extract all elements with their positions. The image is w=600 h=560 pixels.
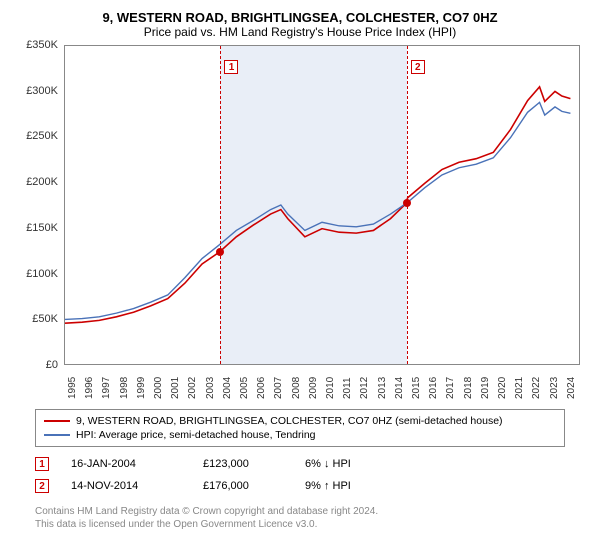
x-tick-label: 2012: [359, 377, 370, 399]
x-tick-label: 2006: [256, 377, 267, 399]
x-tick-label: 2018: [463, 377, 474, 399]
chart-area: £0£50K£100K£150K£200K£250K£300K£350K 12 …: [20, 45, 580, 405]
sale-date: 14-NOV-2014: [71, 480, 181, 492]
line-canvas: [65, 46, 579, 364]
x-tick-label: 2024: [566, 377, 577, 399]
legend-label-hpi: HPI: Average price, semi-detached house,…: [76, 429, 316, 441]
x-tick-label: 2022: [531, 377, 542, 399]
x-tick-label: 2015: [411, 377, 422, 399]
plot-area: 12: [64, 45, 580, 365]
sales-table: 1 16-JAN-2004 £123,000 6% ↓ HPI 2 14-NOV-2014…: [35, 453, 565, 497]
chart-title: 9, WESTERN ROAD, BRIGHTLINGSEA, COLCHEST…: [10, 10, 590, 25]
legend-item-property: 9, WESTERN ROAD, BRIGHTLINGSEA, COLCHEST…: [44, 414, 556, 428]
x-tick-label: 2011: [342, 377, 353, 399]
marker-box-2: 2: [411, 60, 425, 74]
x-tick-label: 2005: [239, 377, 250, 399]
marker-dot-1: [216, 248, 224, 256]
legend-swatch-hpi: [44, 434, 70, 436]
sale-price: £176,000: [203, 480, 283, 492]
legend-label-property: 9, WESTERN ROAD, BRIGHTLINGSEA, COLCHEST…: [76, 415, 503, 427]
sale-price: £123,000: [203, 458, 283, 470]
marker-dot-2: [403, 199, 411, 207]
legend: 9, WESTERN ROAD, BRIGHTLINGSEA, COLCHEST…: [35, 409, 565, 447]
y-axis: £0£50K£100K£150K£200K£250K£300K£350K: [20, 45, 64, 365]
x-tick-label: 2003: [205, 377, 216, 399]
chart-subtitle: Price paid vs. HM Land Registry's House …: [10, 25, 590, 39]
y-tick-label: £250K: [26, 130, 58, 142]
x-tick-label: 1995: [67, 377, 78, 399]
y-tick-label: £100K: [26, 268, 58, 280]
x-tick-label: 2008: [291, 377, 302, 399]
y-tick-label: £300K: [26, 85, 58, 97]
y-tick-label: £50K: [32, 313, 58, 325]
x-tick-label: 2017: [445, 377, 456, 399]
x-tick-label: 2020: [497, 377, 508, 399]
x-tick-label: 2023: [549, 377, 560, 399]
x-tick-label: 1999: [136, 377, 147, 399]
x-tick-label: 2007: [273, 377, 284, 399]
sale-row: 2 14-NOV-2014 £176,000 9% ↑ HPI: [35, 475, 565, 497]
x-tick-label: 2014: [394, 377, 405, 399]
series-hpi: [65, 102, 570, 319]
x-axis: 1995 1996 1997 1998 1999 2000 2001 2002 2003 2004…: [64, 365, 580, 405]
series-property: [65, 87, 570, 323]
footer-line-1: Contains HM Land Registry data © Crown c…: [35, 505, 565, 518]
x-tick-label: 1997: [101, 377, 112, 399]
legend-item-hpi: HPI: Average price, semi-detached house,…: [44, 428, 556, 442]
x-tick-label: 2009: [308, 377, 319, 399]
x-tick-label: 2002: [187, 377, 198, 399]
x-tick-label: 1996: [84, 377, 95, 399]
x-tick-label: 1998: [119, 377, 130, 399]
footer-line-2: This data is licensed under the Open Gov…: [35, 518, 565, 531]
marker-line-1: [220, 46, 221, 364]
x-tick-label: 2004: [222, 377, 233, 399]
x-tick-label: 2019: [480, 377, 491, 399]
x-tick-label: 2010: [325, 377, 336, 399]
x-tick-label: 2021: [514, 377, 525, 399]
legend-swatch-property: [44, 420, 70, 422]
marker-box-1: 1: [224, 60, 238, 74]
y-tick-label: £350K: [26, 39, 58, 51]
x-tick-label: 2013: [377, 377, 388, 399]
sale-diff: 6% ↓ HPI: [305, 458, 405, 470]
x-tick-label: 2000: [153, 377, 164, 399]
x-tick-label: 2001: [170, 377, 181, 399]
sale-diff: 9% ↑ HPI: [305, 480, 405, 492]
footer: Contains HM Land Registry data © Crown c…: [35, 505, 565, 531]
sale-marker: 2: [35, 479, 49, 493]
sale-date: 16-JAN-2004: [71, 458, 181, 470]
y-tick-label: £200K: [26, 176, 58, 188]
y-tick-label: £0: [46, 359, 58, 371]
y-tick-label: £150K: [26, 222, 58, 234]
x-tick-label: 2016: [428, 377, 439, 399]
sale-marker: 1: [35, 457, 49, 471]
sale-row: 1 16-JAN-2004 £123,000 6% ↓ HPI: [35, 453, 565, 475]
